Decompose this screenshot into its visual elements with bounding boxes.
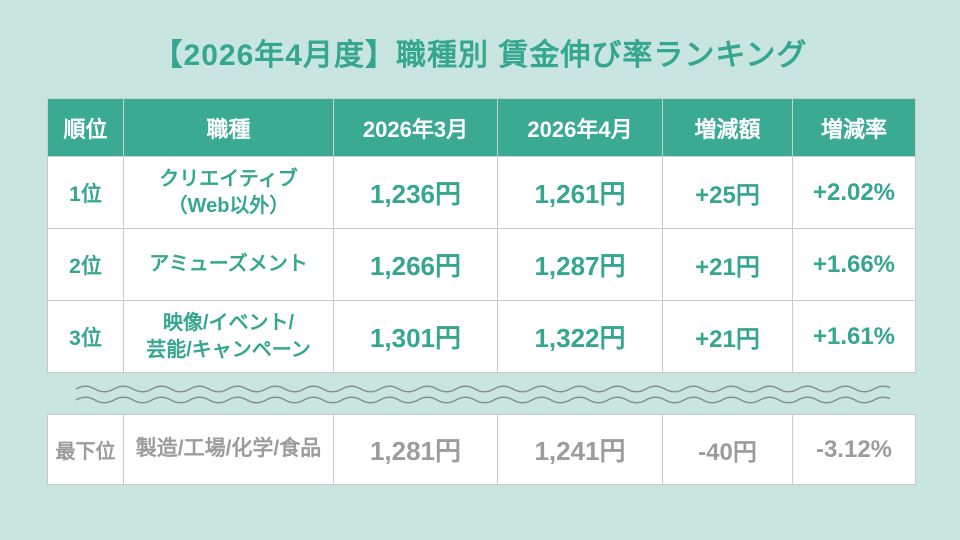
rate-cell: +1.66% [792, 228, 916, 301]
rank-cell: 3位 [47, 300, 124, 373]
col-header-job: 職種 [123, 98, 334, 157]
table-row-3: 3位 映像/イベント/ 芸能/キャンペーン 1,301円 1,322円 +21円… [47, 300, 916, 373]
april-cell: 1,322円 [497, 300, 663, 373]
rank-cell: 2位 [47, 228, 124, 301]
diff-cell: +21円 [662, 228, 793, 301]
col-header-rate: 増減率 [792, 98, 916, 157]
april-cell: 1,261円 [497, 156, 663, 229]
job-cell: クリエイティブ （Web以外） [123, 156, 334, 229]
job-line: （Web以外） [167, 194, 290, 217]
table-row-2: 2位 アミューズメント 1,266円 1,287円 +21円 +1.66% [47, 228, 916, 301]
march-cell: 1,266円 [333, 228, 498, 301]
april-cell: 1,241円 [497, 414, 663, 485]
diff-cell: +25円 [662, 156, 793, 229]
april-cell: 1,287円 [497, 228, 663, 301]
table-row-lowest: 最下位 製造/工場/化学/食品 1,281円 1,241円 -40円 -3.12… [47, 414, 916, 485]
diff-cell: +21円 [662, 300, 793, 373]
rate-cell: +1.61% [792, 300, 916, 373]
col-header-diff: 増減額 [662, 98, 793, 157]
march-cell: 1,301円 [333, 300, 498, 373]
march-cell: 1,236円 [333, 156, 498, 229]
job-cell: 映像/イベント/ 芸能/キャンペーン [123, 300, 334, 373]
march-cell: 1,281円 [333, 414, 498, 485]
rank-cell: 1位 [47, 156, 124, 229]
header-row: 順位 職種 2026年3月 2026年4月 増減額 増減率 [47, 98, 916, 157]
col-header-april: 2026年4月 [497, 98, 663, 157]
col-header-rank: 順位 [47, 98, 124, 157]
job-cell: 製造/工場/化学/食品 [123, 414, 334, 485]
col-header-march: 2026年3月 [333, 98, 498, 157]
job-line: クリエイティブ [159, 167, 298, 190]
rate-cell: -3.12% [792, 414, 916, 485]
rank-cell: 最下位 [47, 414, 124, 485]
rate-cell: +2.02% [792, 156, 916, 229]
job-cell: アミューズメント [123, 228, 334, 301]
ranking-table: 順位 職種 2026年3月 2026年4月 増減額 増減率 1位 クリエイティブ… [47, 98, 916, 373]
table-row-1: 1位 クリエイティブ （Web以外） 1,236円 1,261円 +25円 +2… [47, 156, 916, 229]
page-title: 【2026年4月度】職種別 賃金伸び率ランキング [152, 39, 808, 72]
diff-cell: -40円 [662, 414, 793, 485]
job-line: アミューズメント [149, 253, 308, 275]
wavy-divider [75, 385, 890, 404]
job-line: 映像/イベント/ [162, 311, 295, 334]
lowest-rank-table: 最下位 製造/工場/化学/食品 1,281円 1,241円 -40円 -3.12… [47, 414, 916, 485]
job-line: 芸能/キャンペーン [146, 338, 311, 361]
